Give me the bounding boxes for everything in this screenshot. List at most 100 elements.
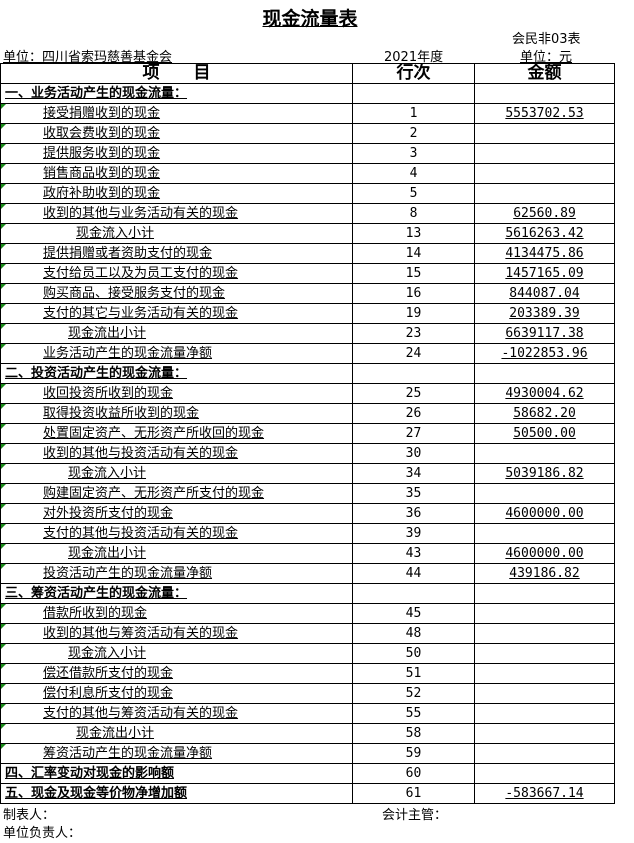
row-amount: 6639117.38 <box>505 326 584 341</box>
row-label-cell: 现金流入小计 <box>0 463 353 484</box>
row-label-cell: 收回投资所收到的现金 <box>0 383 353 404</box>
cell-marker-icon <box>1 684 6 689</box>
header-line: 行次 <box>352 63 475 84</box>
row-label: 现金流入小计 <box>68 466 147 481</box>
row-label-cell: 提供捐赠或者资助支付的现金 <box>0 243 353 264</box>
row-line-number: 19 <box>352 303 475 324</box>
row-amount-cell <box>474 583 615 604</box>
row-line-number: 3 <box>352 143 475 164</box>
table-row: 支付的其它与业务活动有关的现金 19 203389.39 <box>0 303 615 324</box>
row-amount-cell <box>474 643 615 664</box>
form-code: 会民非03表 <box>512 32 581 47</box>
row-label-cell: 业务活动产生的现金流量净额 <box>0 343 353 364</box>
table-row: 对外投资所支付的现金 36 4600000.00 <box>0 503 615 524</box>
row-label: 投资活动产生的现金流量净额 <box>43 566 213 581</box>
row-line-number: 2 <box>352 123 475 144</box>
cell-marker-icon <box>1 484 6 489</box>
cell-marker-icon <box>1 644 6 649</box>
row-amount: -1022853.96 <box>501 346 588 361</box>
table-row: 五、现金及现金等价物净增加额 61 -583667.14 <box>0 783 615 804</box>
row-line-number: 24 <box>352 343 475 364</box>
row-amount-cell <box>474 523 615 544</box>
row-line-number: 30 <box>352 443 475 464</box>
cell-marker-icon <box>1 124 6 129</box>
row-amount: 5553702.53 <box>505 106 584 121</box>
table-row: 现金流入小计 34 5039186.82 <box>0 463 615 484</box>
header-amount: 金额 <box>474 63 615 84</box>
row-label-cell: 三、筹资活动产生的现金流量： <box>0 583 353 604</box>
row-amount-cell <box>474 603 615 624</box>
row-amount-cell <box>474 83 615 104</box>
cell-marker-icon <box>1 144 6 149</box>
cell-marker-icon <box>1 164 6 169</box>
row-amount-cell <box>474 123 615 144</box>
row-line-number: 23 <box>352 323 475 344</box>
row-amount: 1457165.09 <box>505 266 584 281</box>
row-label: 提供服务收到的现金 <box>43 146 161 161</box>
row-line-number: 13 <box>352 223 475 244</box>
cell-marker-icon <box>1 424 6 429</box>
row-amount-cell <box>474 623 615 644</box>
row-label: 现金流入小计 <box>68 646 147 661</box>
row-label: 现金流出小计 <box>76 726 155 741</box>
row-amount-cell: 6639117.38 <box>474 323 615 344</box>
row-label-cell: 购买商品、接受服务支付的现金 <box>0 283 353 304</box>
header-item: 项 目 <box>0 63 353 84</box>
row-label: 取得投资收益所收到的现金 <box>43 406 200 421</box>
cell-marker-icon <box>1 564 6 569</box>
row-line-number: 52 <box>352 683 475 704</box>
row-line-number: 8 <box>352 203 475 224</box>
row-label-cell: 偿还借款所支付的现金 <box>0 663 353 684</box>
row-label-cell: 偿付利息所支付的现金 <box>0 683 353 704</box>
row-label-cell: 收到的其他与业务活动有关的现金 <box>0 203 353 224</box>
cell-marker-icon <box>1 664 6 669</box>
report-title: 现金流量表 <box>262 8 358 30</box>
row-amount: 203389.39 <box>509 306 580 321</box>
row-amount: 5616263.42 <box>505 226 584 241</box>
row-line-number: 26 <box>352 403 475 424</box>
row-amount: 4930004.62 <box>505 386 584 401</box>
row-line-number: 48 <box>352 623 475 644</box>
row-line-number: 39 <box>352 523 475 544</box>
row-label-cell: 政府补助收到的现金 <box>0 183 353 204</box>
cell-marker-icon <box>1 284 6 289</box>
cell-marker-icon <box>1 264 6 269</box>
row-label: 购建固定资产、无形资产所支付的现金 <box>43 486 265 501</box>
cell-marker-icon <box>1 104 6 109</box>
table-row: 支付的其他与筹资活动有关的现金 55 <box>0 703 615 724</box>
cell-marker-icon <box>1 244 6 249</box>
row-label: 收到的其他与投资活动有关的现金 <box>43 446 239 461</box>
table-row: 偿付利息所支付的现金 52 <box>0 683 615 704</box>
table-row: 一、业务活动产生的现金流量： <box>0 83 615 104</box>
row-amount-cell <box>474 703 615 724</box>
cell-marker-icon <box>1 184 6 189</box>
row-label: 业务活动产生的现金流量净额 <box>43 346 213 361</box>
row-line-number: 55 <box>352 703 475 724</box>
cell-marker-icon <box>1 444 6 449</box>
table-row: 现金流入小计 13 5616263.42 <box>0 223 615 244</box>
row-line-number: 14 <box>352 243 475 264</box>
table-row: 现金流入小计 50 <box>0 643 615 664</box>
row-amount: 50500.00 <box>513 426 576 441</box>
row-label-cell: 销售商品收到的现金 <box>0 163 353 184</box>
table-row: 收到的其他与筹资活动有关的现金 48 <box>0 623 615 644</box>
row-label: 一、业务活动产生的现金流量： <box>5 86 188 101</box>
row-amount: -583667.14 <box>505 786 584 801</box>
row-label: 收回投资所收到的现金 <box>43 386 174 401</box>
table-row: 购买商品、接受服务支付的现金 16 844087.04 <box>0 283 615 304</box>
cell-marker-icon <box>1 704 6 709</box>
table-row: 取得投资收益所收到的现金 26 58682.20 <box>0 403 615 424</box>
row-amount-cell: 5039186.82 <box>474 463 615 484</box>
table-row: 筹资活动产生的现金流量净额 59 <box>0 743 615 764</box>
row-amount-cell: -1022853.96 <box>474 343 615 364</box>
row-amount-cell: 4134475.86 <box>474 243 615 264</box>
row-label-cell: 支付的其他与投资活动有关的现金 <box>0 523 353 544</box>
row-amount: 58682.20 <box>513 406 576 421</box>
row-amount-cell <box>474 483 615 504</box>
row-amount-cell: 203389.39 <box>474 303 615 324</box>
row-label-cell: 四、汇率变动对现金的影响额 <box>0 763 353 784</box>
row-line-number: 59 <box>352 743 475 764</box>
table-row: 接受捐赠收到的现金 1 5553702.53 <box>0 103 615 124</box>
row-label: 二、投资活动产生的现金流量： <box>5 366 188 381</box>
row-label-cell: 二、投资活动产生的现金流量： <box>0 363 353 384</box>
